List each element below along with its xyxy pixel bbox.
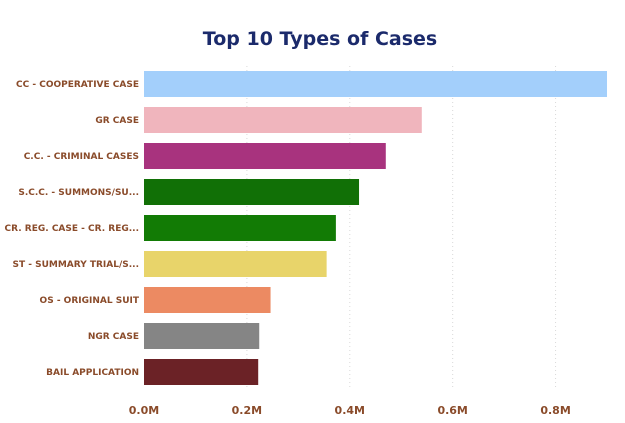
bar[interactable]: [144, 287, 271, 313]
x-tick-label: 0.2M: [232, 404, 262, 417]
x-tick-label: 0.6M: [437, 404, 467, 417]
category-label: BAIL APPLICATION: [46, 368, 139, 378]
category-label: CR. REG. CASE - CR. REG...: [5, 224, 139, 234]
category-label: S.C.C. - SUMMONS/SU...: [18, 188, 139, 198]
category-labels: CC - COOPERATIVE CASE GR CASE C.C. - CRIMI…: [5, 80, 140, 378]
bar[interactable]: [144, 251, 327, 277]
x-tick-label: 0.8M: [540, 404, 570, 417]
category-label: GR CASE: [95, 116, 139, 126]
category-label: ST - SUMMARY TRIAL/S...: [12, 260, 139, 270]
bars: [144, 71, 607, 385]
x-tick-label: 0.4M: [335, 404, 365, 417]
bar[interactable]: [144, 323, 260, 349]
chart-title: Top 10 Types of Cases: [202, 28, 438, 50]
category-label: C.C. - CRIMINAL CASES: [24, 152, 139, 162]
category-label: CC - COOPERATIVE CASE: [16, 80, 139, 90]
bar[interactable]: [144, 179, 360, 205]
bar[interactable]: [144, 359, 259, 385]
bar[interactable]: [144, 215, 336, 241]
bar[interactable]: [144, 107, 422, 133]
bar[interactable]: [144, 71, 607, 97]
x-axis-tick-labels: 0.0M 0.2M 0.4M 0.6M 0.8M: [129, 404, 571, 417]
category-label: OS - ORIGINAL SUIT: [40, 296, 140, 306]
x-tick-label: 0.0M: [129, 404, 159, 417]
bar[interactable]: [144, 143, 386, 169]
category-label: NGR CASE: [88, 332, 139, 342]
